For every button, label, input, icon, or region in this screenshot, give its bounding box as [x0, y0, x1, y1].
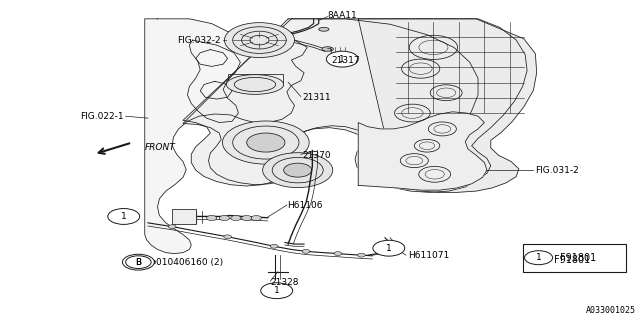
Text: 1: 1 — [274, 286, 280, 295]
Ellipse shape — [227, 75, 284, 94]
Text: H61106: H61106 — [287, 202, 323, 211]
Text: H611071: H611071 — [408, 251, 449, 260]
Text: 1: 1 — [386, 244, 392, 253]
Circle shape — [125, 256, 151, 268]
Circle shape — [284, 163, 312, 177]
Text: B: B — [136, 258, 141, 267]
Text: A033001025: A033001025 — [586, 306, 636, 315]
Polygon shape — [358, 112, 487, 190]
Circle shape — [334, 252, 342, 255]
Circle shape — [270, 244, 278, 248]
Text: 21311: 21311 — [302, 93, 331, 102]
Text: 8AA11: 8AA11 — [328, 11, 357, 20]
Circle shape — [122, 254, 154, 270]
Circle shape — [225, 23, 294, 58]
Text: FIG.022-1: FIG.022-1 — [80, 112, 124, 121]
Circle shape — [251, 215, 261, 220]
Text: F91801: F91801 — [559, 253, 596, 263]
FancyBboxPatch shape — [172, 209, 196, 224]
Text: FRONT: FRONT — [145, 143, 175, 152]
Circle shape — [220, 215, 230, 220]
Polygon shape — [183, 19, 484, 192]
Circle shape — [260, 283, 292, 299]
Polygon shape — [358, 19, 537, 192]
Text: 21328: 21328 — [270, 278, 299, 287]
Circle shape — [358, 253, 365, 257]
Circle shape — [242, 215, 252, 220]
Text: FIG.032-2: FIG.032-2 — [178, 36, 221, 44]
Circle shape — [108, 209, 140, 224]
Circle shape — [246, 133, 285, 152]
Circle shape — [262, 153, 333, 188]
Circle shape — [302, 250, 310, 253]
Ellipse shape — [319, 28, 329, 31]
FancyBboxPatch shape — [523, 244, 626, 272]
Circle shape — [207, 215, 217, 220]
Polygon shape — [183, 19, 527, 190]
Circle shape — [373, 240, 404, 256]
Text: 21317: 21317 — [332, 56, 360, 65]
Text: FIG.031-2: FIG.031-2 — [536, 166, 579, 175]
Polygon shape — [145, 19, 307, 253]
Circle shape — [326, 51, 358, 67]
Circle shape — [525, 251, 552, 265]
Text: 1: 1 — [536, 253, 541, 262]
Text: B: B — [135, 258, 141, 267]
Text: 1: 1 — [339, 55, 345, 64]
Text: F91801: F91801 — [554, 255, 590, 265]
Circle shape — [224, 235, 232, 239]
Circle shape — [223, 121, 309, 164]
Text: 21370: 21370 — [302, 151, 331, 160]
Text: 010406160 (2): 010406160 (2) — [156, 258, 223, 267]
Circle shape — [231, 215, 241, 220]
Circle shape — [168, 225, 176, 228]
Text: 1: 1 — [121, 212, 127, 221]
Ellipse shape — [322, 47, 333, 51]
